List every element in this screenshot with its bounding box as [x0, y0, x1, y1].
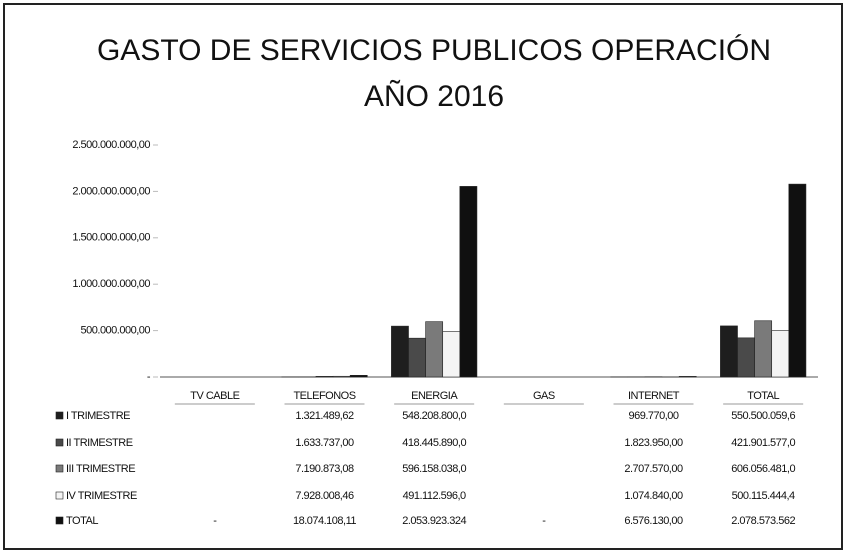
bar [315, 376, 334, 378]
bar [720, 325, 738, 378]
data-label: 421.901.577,0 [731, 437, 795, 449]
data-label: 18.074.108,11 [293, 515, 356, 527]
data-label: 2.078.573.562 [731, 515, 795, 527]
x-tick-label: TELEFONOS [293, 390, 355, 402]
data-label: 550.500.059,6 [731, 410, 795, 422]
legend-key [55, 438, 64, 447]
y-tick-label: 2.000.000.000,00 [72, 185, 150, 197]
x-tick-label: ENERGIA [411, 390, 458, 402]
data-label: 491.112.596,0 [403, 490, 466, 502]
legend-key [55, 516, 64, 525]
y-tick-label: 500.000.000,00 [81, 325, 151, 337]
data-label: 2.707.570,00 [624, 463, 683, 475]
y-tick-label: - [147, 371, 151, 383]
bar [425, 321, 444, 378]
bar [788, 183, 807, 378]
bar [391, 325, 409, 378]
data-label: 1.633.737,00 [295, 437, 354, 449]
data-label: - [213, 515, 217, 527]
bar [349, 375, 368, 378]
legend-key [55, 411, 64, 420]
x-tick-label: TV CABLE [190, 390, 239, 402]
data-label: 548.208.800,0 [402, 410, 466, 422]
bar [408, 337, 426, 378]
data-label: - [542, 515, 546, 527]
data-label: 6.576.130,00 [624, 515, 683, 527]
data-label: 2.053.923.324 [402, 515, 466, 527]
x-tick-label: TOTAL [747, 390, 779, 402]
data-label: 1.321.489,62 [295, 410, 354, 422]
data-label: 7.190.873,08 [295, 463, 354, 475]
bar [442, 331, 461, 378]
legend-key [55, 491, 64, 500]
data-label: 606.056.481,0 [731, 463, 795, 475]
bar [332, 375, 351, 378]
x-tick-label: GAS [533, 390, 555, 402]
data-label: 1.823.950,00 [624, 437, 683, 449]
y-tick-label: 1.500.000.000,00 [72, 232, 150, 244]
data-label: 418.445.890,0 [402, 437, 466, 449]
data-label: 500.115.444,4 [732, 490, 795, 502]
legend-label: II TRIMESTRE [66, 437, 133, 449]
bar [737, 337, 755, 378]
bar [678, 376, 697, 378]
legend-label: III TRIMESTRE [66, 463, 135, 475]
y-tick-label: 1.000.000.000,00 [72, 278, 150, 290]
chart-title: GASTO DE SERVICIOS PUBLICOS OPERACIÓN [97, 34, 771, 67]
x-tick-label: INTERNET [628, 390, 680, 402]
data-label: 7.928.008,46 [295, 490, 354, 502]
y-tick-label: 2.500.000.000,00 [72, 139, 150, 151]
bar [771, 330, 790, 378]
legend-label: IV TRIMESTRE [66, 490, 137, 502]
data-label: 1.074.840,00 [624, 490, 683, 502]
legend-label: TOTAL [66, 515, 98, 527]
bar [754, 320, 773, 378]
legend-key [55, 464, 64, 473]
chart-title: AÑO 2016 [364, 79, 504, 113]
bar [459, 186, 478, 378]
data-label: 596.158.038,0 [402, 463, 466, 475]
frame [3, 3, 843, 550]
legend-label: I TRIMESTRE [66, 410, 130, 422]
data-label: 969.770,00 [628, 410, 678, 422]
